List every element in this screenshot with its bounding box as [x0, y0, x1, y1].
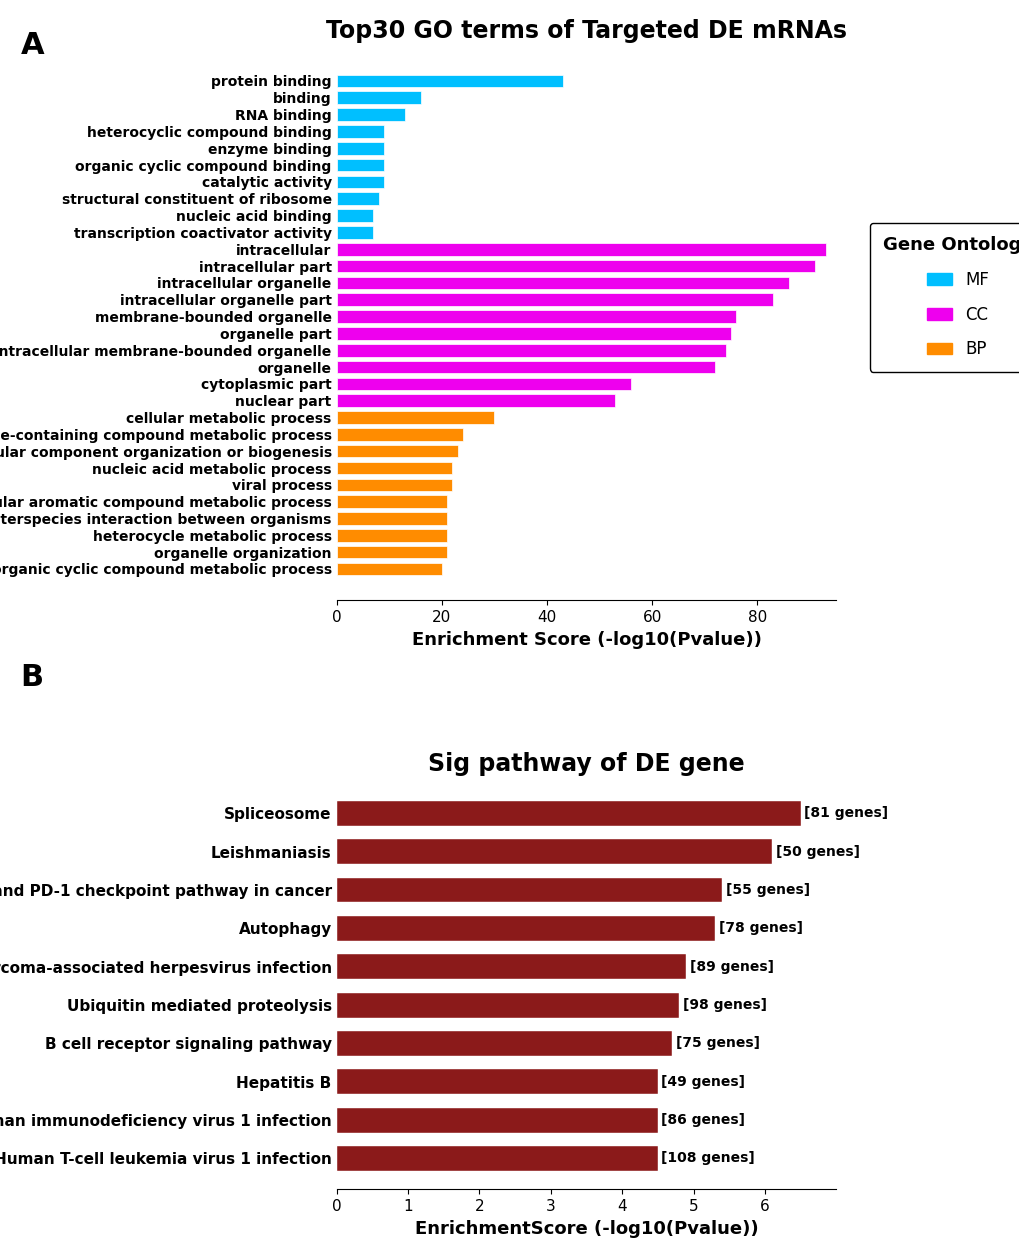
Bar: [336, 1069, 657, 1094]
Text: [75 genes]: [75 genes]: [675, 1036, 759, 1051]
Text: [49 genes]: [49 genes]: [660, 1074, 745, 1089]
Bar: [336, 327, 731, 339]
Bar: [336, 954, 686, 979]
Title: Top30 GO terms of Targeted DE mRNAs: Top30 GO terms of Targeted DE mRNAs: [326, 20, 846, 43]
Bar: [336, 529, 446, 541]
Bar: [336, 839, 771, 864]
Bar: [336, 209, 373, 222]
Bar: [336, 1031, 672, 1056]
Bar: [336, 1108, 657, 1132]
Bar: [336, 992, 679, 1017]
Text: [108 genes]: [108 genes]: [660, 1151, 754, 1166]
Bar: [336, 411, 494, 424]
Bar: [336, 92, 421, 104]
Bar: [336, 294, 772, 306]
Bar: [336, 512, 446, 525]
Bar: [336, 378, 631, 390]
Text: B: B: [20, 663, 44, 691]
Bar: [336, 344, 726, 357]
Text: [55 genes]: [55 genes]: [725, 883, 809, 897]
Bar: [336, 800, 800, 825]
Title: Sig pathway of DE gene: Sig pathway of DE gene: [428, 752, 744, 776]
Bar: [336, 125, 383, 138]
Bar: [336, 260, 814, 273]
Bar: [336, 445, 458, 457]
Bar: [336, 546, 446, 559]
X-axis label: Enrichment Score (-log10(Pvalue)): Enrichment Score (-log10(Pvalue)): [411, 631, 761, 649]
Bar: [336, 159, 383, 171]
Bar: [336, 74, 562, 87]
Bar: [336, 108, 405, 121]
Text: A: A: [20, 31, 44, 59]
Text: [89 genes]: [89 genes]: [689, 960, 773, 974]
Bar: [336, 916, 714, 940]
Bar: [336, 877, 721, 902]
Bar: [336, 310, 736, 323]
Bar: [336, 427, 463, 441]
Text: [78 genes]: [78 genes]: [717, 922, 802, 935]
X-axis label: EnrichmentScore (-log10(Pvalue)): EnrichmentScore (-log10(Pvalue)): [415, 1219, 757, 1238]
Bar: [336, 192, 378, 204]
Bar: [336, 225, 373, 239]
Bar: [336, 462, 451, 475]
Bar: [336, 478, 451, 491]
Legend: MF, CC, BP: MF, CC, BP: [869, 223, 1019, 372]
Bar: [336, 276, 789, 289]
Bar: [336, 563, 441, 575]
Bar: [336, 394, 614, 406]
Bar: [336, 176, 383, 188]
Bar: [336, 496, 446, 508]
Text: [81 genes]: [81 genes]: [803, 807, 888, 820]
Bar: [336, 361, 714, 373]
Text: [50 genes]: [50 genes]: [774, 845, 859, 859]
Bar: [336, 142, 383, 155]
Bar: [336, 243, 825, 255]
Text: [98 genes]: [98 genes]: [683, 999, 766, 1012]
Text: [86 genes]: [86 genes]: [660, 1113, 745, 1127]
Bar: [336, 1146, 657, 1171]
